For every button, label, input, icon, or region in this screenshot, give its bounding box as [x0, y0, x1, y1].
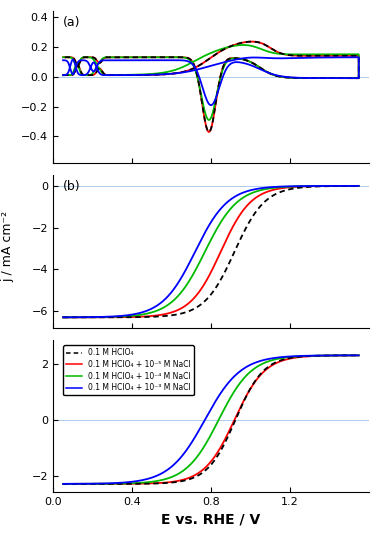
Text: (a): (a): [63, 15, 80, 28]
Legend: 0.1 M HClO₄, 0.1 M HClO₄ + 10⁻⁵ M NaCl, 0.1 M HClO₄ + 10⁻⁴ M NaCl, 0.1 M HClO₄ +: 0.1 M HClO₄, 0.1 M HClO₄ + 10⁻⁵ M NaCl, …: [63, 345, 193, 395]
Text: (b): (b): [63, 180, 80, 193]
X-axis label: E vs. RHE / V: E vs. RHE / V: [161, 513, 261, 527]
Text: j / mA cm⁻²: j / mA cm⁻²: [1, 211, 14, 282]
Text: (c): (c): [63, 345, 79, 358]
